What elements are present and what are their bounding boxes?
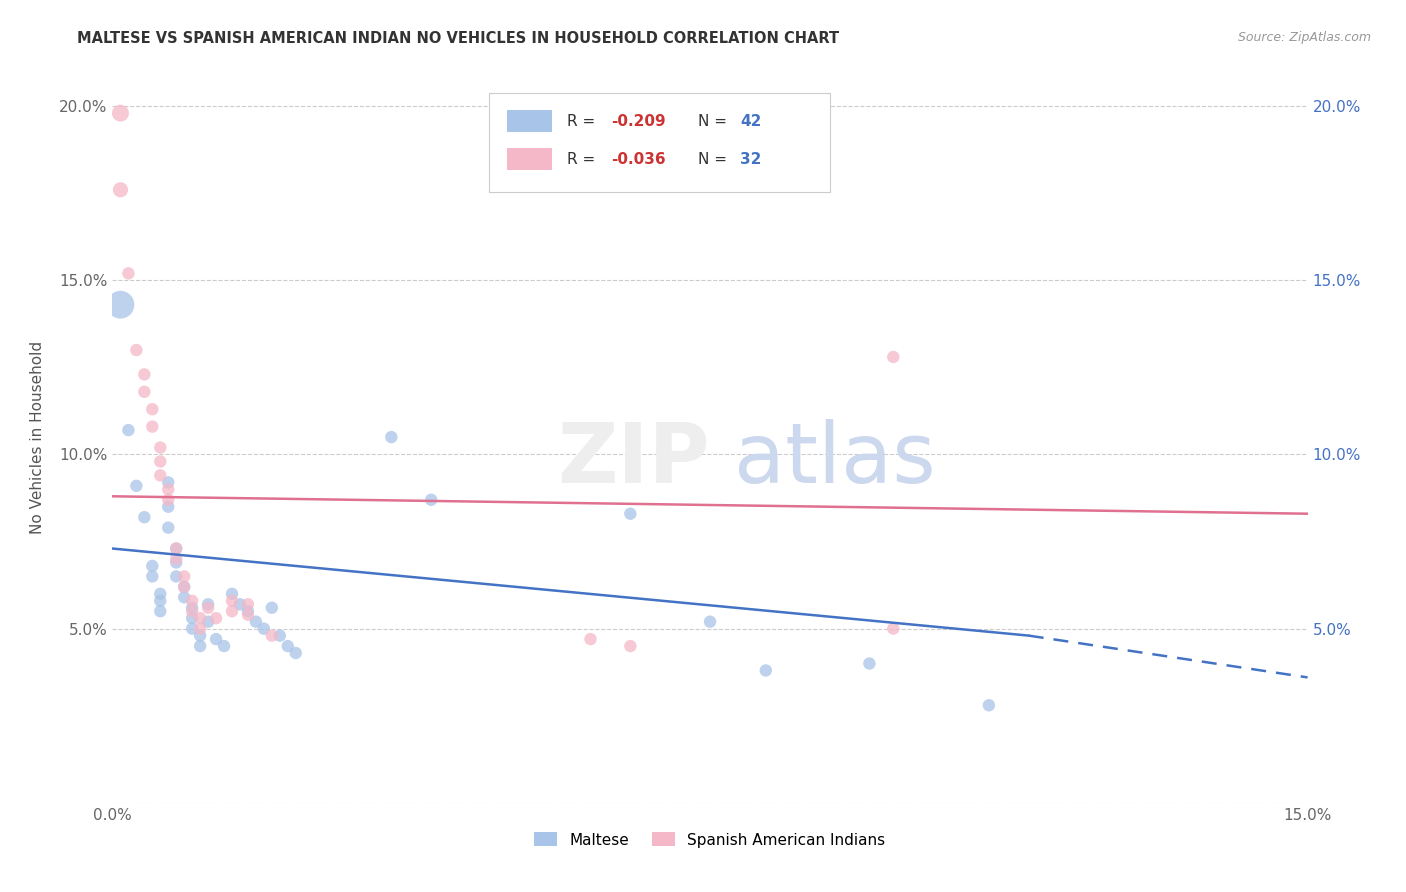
Text: MALTESE VS SPANISH AMERICAN INDIAN NO VEHICLES IN HOUSEHOLD CORRELATION CHART: MALTESE VS SPANISH AMERICAN INDIAN NO VE…	[77, 31, 839, 46]
Point	[882, 622, 904, 636]
Point	[149, 587, 172, 601]
Point	[157, 500, 180, 514]
Point	[236, 604, 259, 618]
Point	[579, 632, 602, 646]
Text: 42: 42	[740, 113, 761, 128]
Point	[260, 600, 283, 615]
Point	[380, 430, 402, 444]
Point	[245, 615, 267, 629]
Text: -0.209: -0.209	[610, 113, 665, 128]
Point	[110, 183, 132, 197]
Point	[134, 384, 156, 399]
Point	[221, 594, 243, 608]
Point	[619, 639, 641, 653]
Point	[236, 607, 259, 622]
Point	[253, 622, 276, 636]
Point	[141, 569, 163, 583]
Point	[149, 454, 172, 468]
Point	[173, 580, 195, 594]
Text: Source: ZipAtlas.com: Source: ZipAtlas.com	[1237, 31, 1371, 45]
Point	[205, 611, 228, 625]
Point	[141, 402, 163, 417]
Text: R =: R =	[567, 113, 600, 128]
Point	[882, 350, 904, 364]
Point	[188, 629, 211, 643]
Point	[858, 657, 880, 671]
Point	[157, 521, 180, 535]
Point	[141, 419, 163, 434]
Point	[221, 587, 243, 601]
Point	[134, 368, 156, 382]
Point	[181, 604, 204, 618]
Point	[699, 615, 721, 629]
Point	[181, 611, 204, 625]
Point	[181, 600, 204, 615]
Text: atlas: atlas	[734, 418, 935, 500]
Text: ZIP: ZIP	[558, 418, 710, 500]
Point	[134, 510, 156, 524]
Legend: Maltese, Spanish American Indians: Maltese, Spanish American Indians	[529, 826, 891, 854]
Point	[188, 622, 211, 636]
Y-axis label: No Vehicles in Household: No Vehicles in Household	[31, 341, 45, 533]
Point	[977, 698, 1000, 713]
Text: N =: N =	[699, 152, 733, 167]
Point	[149, 594, 172, 608]
Point	[149, 441, 172, 455]
Point	[269, 629, 291, 643]
Point	[173, 569, 195, 583]
Point	[110, 298, 132, 312]
Point	[157, 483, 180, 497]
Point	[149, 604, 172, 618]
Point	[212, 639, 235, 653]
Point	[188, 639, 211, 653]
Point	[619, 507, 641, 521]
Point	[260, 629, 283, 643]
Point	[165, 569, 187, 583]
Point	[141, 558, 163, 573]
Text: -0.036: -0.036	[610, 152, 665, 167]
FancyBboxPatch shape	[489, 94, 830, 192]
Text: 32: 32	[740, 152, 761, 167]
Point	[125, 343, 148, 357]
Point	[221, 604, 243, 618]
Point	[173, 591, 195, 605]
Point	[205, 632, 228, 646]
Point	[165, 556, 187, 570]
Text: R =: R =	[567, 152, 600, 167]
Point	[165, 552, 187, 566]
Point	[165, 541, 187, 556]
Point	[277, 639, 299, 653]
Point	[125, 479, 148, 493]
Point	[157, 492, 180, 507]
Point	[755, 664, 778, 678]
Text: N =: N =	[699, 113, 733, 128]
Point	[229, 597, 252, 611]
Point	[117, 423, 139, 437]
FancyBboxPatch shape	[508, 148, 553, 170]
Point	[236, 597, 259, 611]
Point	[420, 492, 443, 507]
Point	[284, 646, 307, 660]
Point	[188, 611, 211, 625]
Point	[110, 106, 132, 120]
Point	[173, 580, 195, 594]
Point	[197, 615, 219, 629]
Point	[117, 266, 139, 280]
Point	[165, 541, 187, 556]
Point	[181, 622, 204, 636]
Point	[197, 600, 219, 615]
Point	[181, 594, 204, 608]
Point	[149, 468, 172, 483]
Point	[197, 597, 219, 611]
FancyBboxPatch shape	[508, 110, 553, 132]
Point	[157, 475, 180, 490]
